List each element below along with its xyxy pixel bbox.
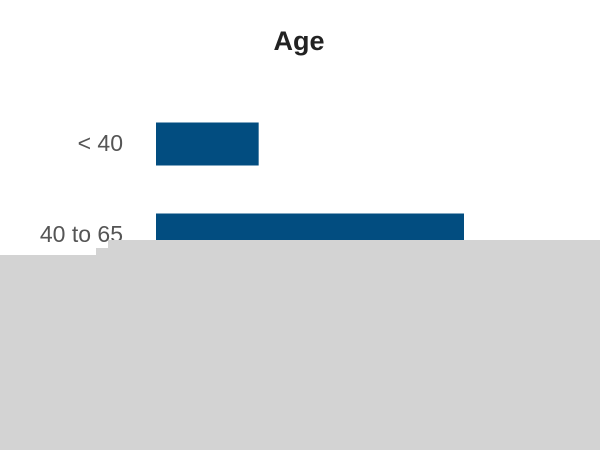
y-tick-label: < 40 [78,130,123,156]
overlay [0,240,600,450]
bar [156,122,259,166]
chart-title: Age [273,26,324,56]
